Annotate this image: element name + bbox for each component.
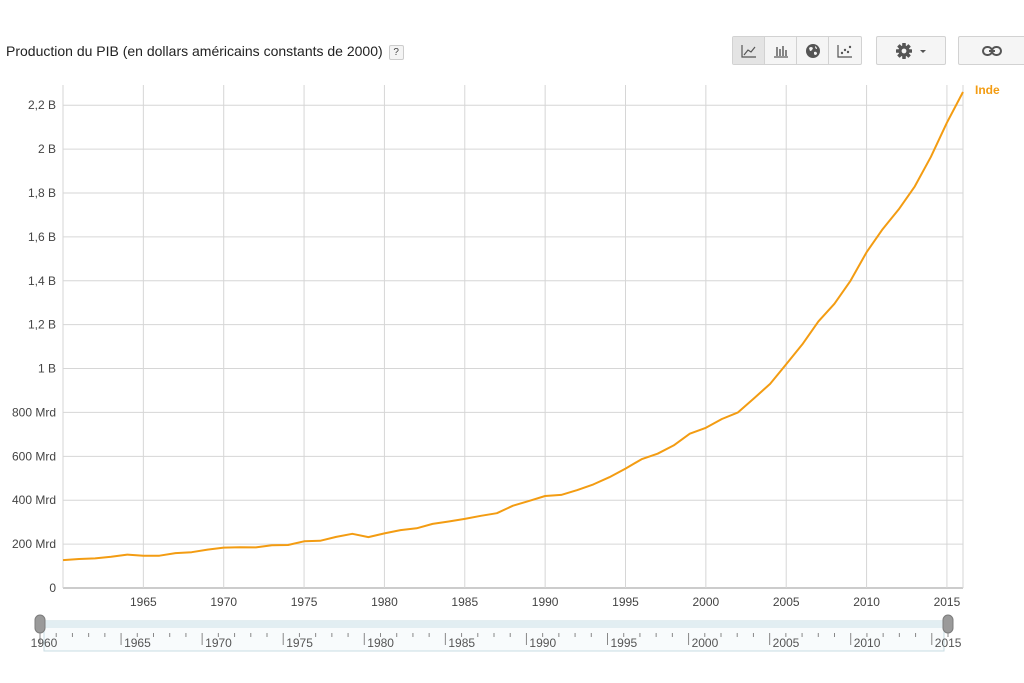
bar-chart-icon bbox=[773, 45, 788, 58]
bar-chart-button[interactable] bbox=[765, 37, 797, 64]
y-tick-label: 2,2 B bbox=[28, 98, 56, 112]
link-icon bbox=[982, 45, 1002, 56]
chevron-down-icon bbox=[920, 49, 926, 53]
slider-year-label: 2000 bbox=[692, 636, 719, 650]
gear-icon bbox=[896, 42, 926, 59]
globe-icon bbox=[805, 43, 820, 58]
link-button[interactable] bbox=[959, 37, 1024, 64]
y-tick-label: 1,6 B bbox=[28, 230, 56, 244]
y-tick-label: 400 Mrd bbox=[12, 493, 56, 507]
y-tick-label: 200 Mrd bbox=[12, 537, 56, 551]
share-link bbox=[958, 36, 1024, 65]
help-button[interactable]: ? bbox=[388, 44, 404, 60]
x-tick-label: 1995 bbox=[612, 595, 639, 609]
x-axis: 1965 1970 1975 1980 1985 1990 1995 2000 2005 2010… bbox=[130, 595, 961, 609]
line-chart-button[interactable] bbox=[733, 37, 765, 64]
settings-button[interactable] bbox=[877, 37, 945, 64]
x-tick-label: 2010 bbox=[853, 595, 880, 609]
series-line-inde[interactable] bbox=[62, 91, 964, 562]
y-tick-label: 0 bbox=[49, 581, 56, 595]
slider-year-label: 1960 bbox=[31, 636, 58, 650]
slider-handle-left[interactable] bbox=[34, 614, 46, 634]
chart-type-switcher bbox=[732, 36, 862, 65]
x-tick-label: 1975 bbox=[291, 595, 318, 609]
chart-title: Production du PIB (en dollars américains… bbox=[6, 43, 404, 60]
scatter-chart-button[interactable] bbox=[829, 37, 861, 64]
scatter-chart-icon bbox=[837, 44, 852, 58]
x-tick-label: 2005 bbox=[773, 595, 800, 609]
y-tick-label: 1,8 B bbox=[28, 186, 56, 200]
x-tick-label: 1990 bbox=[532, 595, 559, 609]
y-tick-label: 1,2 B bbox=[28, 318, 56, 332]
slider-selection-bar[interactable] bbox=[44, 621, 944, 628]
series-group: Inde bbox=[62, 83, 1000, 562]
x-tick-label: 2015 bbox=[934, 595, 961, 609]
x-tick-label: 1970 bbox=[210, 595, 237, 609]
slider-year-label: 1970 bbox=[205, 636, 232, 650]
grid-lines bbox=[62, 85, 964, 589]
slider-year-label: 2015 bbox=[935, 636, 962, 650]
x-tick-label: 1965 bbox=[130, 595, 157, 609]
slider-year-label: 1995 bbox=[611, 636, 638, 650]
y-tick-label: 1 B bbox=[38, 362, 56, 376]
y-tick-label: 1,4 B bbox=[28, 274, 56, 288]
range-slider: 1960 1965 1970 1975 1980 1985 1990 1995 2000 2005… bbox=[31, 614, 962, 652]
map-view-button[interactable] bbox=[797, 37, 829, 64]
x-tick-label: 2000 bbox=[693, 595, 720, 609]
y-tick-label: 600 Mrd bbox=[12, 449, 56, 463]
slider-handle-right[interactable] bbox=[942, 614, 954, 634]
settings-dropdown bbox=[876, 36, 946, 65]
slider-year-label: 2010 bbox=[854, 636, 881, 650]
slider-year-label: 1980 bbox=[367, 636, 394, 650]
slider-year-label: 1985 bbox=[448, 636, 475, 650]
slider-year-label: 2005 bbox=[773, 636, 800, 650]
y-tick-label: 800 Mrd bbox=[12, 405, 56, 419]
y-axis: 0 200 Mrd 400 Mrd 600 Mrd 800 Mrd 1 B 1,2 B 1,4… bbox=[12, 98, 56, 595]
chart-title-text: Production du PIB (en dollars américains… bbox=[6, 43, 383, 59]
y-tick-label: 2 B bbox=[38, 142, 56, 156]
slider-year-label: 1990 bbox=[529, 636, 556, 650]
series-label: Inde bbox=[975, 83, 1000, 97]
line-chart-icon bbox=[740, 44, 756, 58]
x-tick-label: 1985 bbox=[451, 595, 478, 609]
slider-year-label: 1965 bbox=[124, 636, 151, 650]
x-tick-label: 1980 bbox=[371, 595, 398, 609]
slider-year-label: 1975 bbox=[286, 636, 313, 650]
